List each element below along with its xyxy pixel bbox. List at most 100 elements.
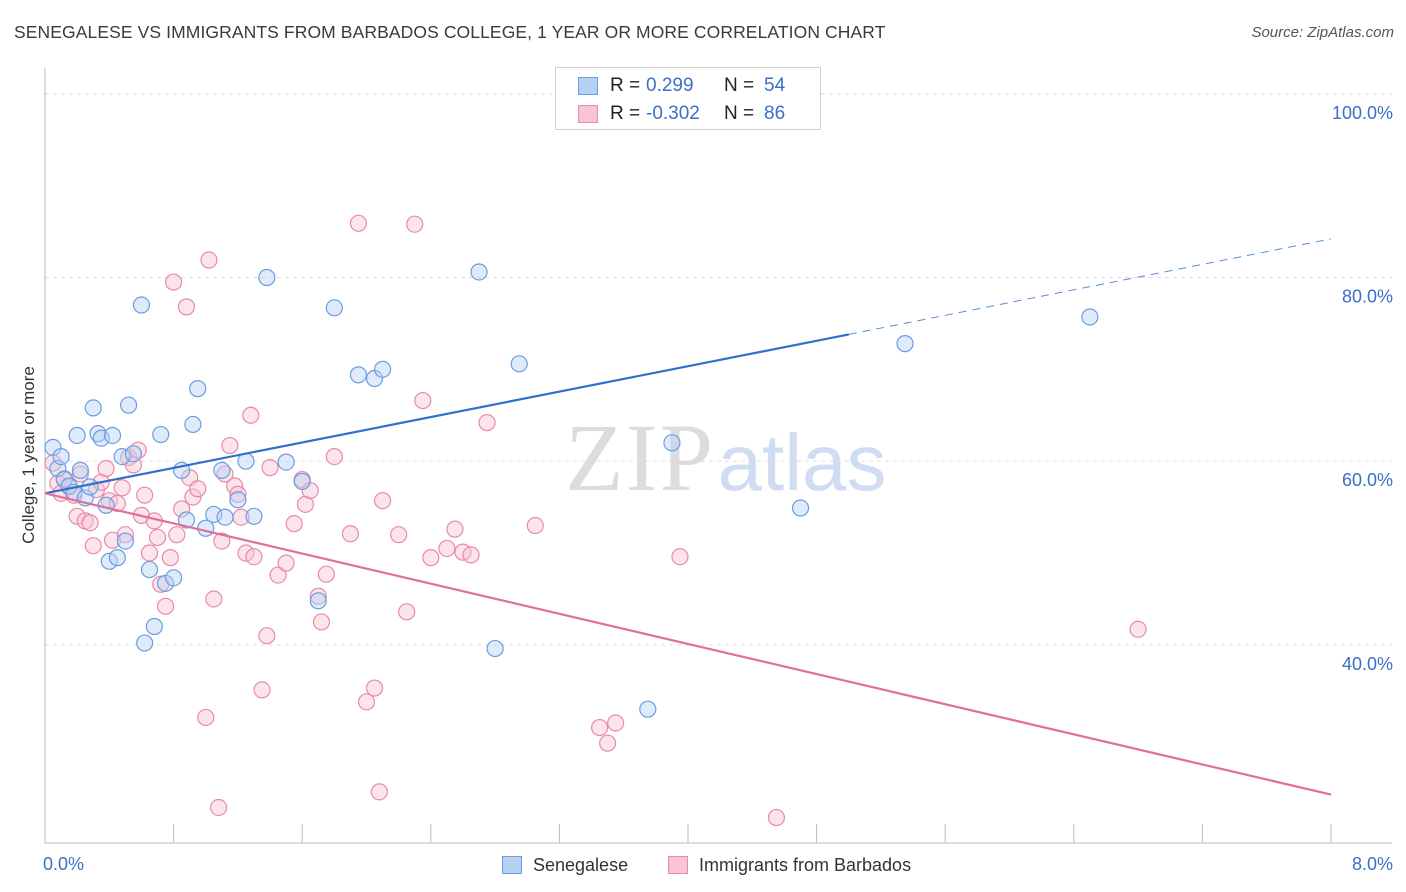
watermark-zip: ZIP: [565, 404, 715, 511]
point-senegalese: [92, 429, 110, 447]
point-senegalese: [216, 508, 234, 526]
legend-n-value: 54: [764, 75, 786, 96]
bottom-legend-senegalese: Senegalese: [502, 853, 628, 877]
point-barbados: [671, 548, 689, 566]
point-barbados: [607, 714, 625, 732]
point-barbados: [140, 544, 159, 562]
legend-row-senegalese: R = 0.299 N = 54: [578, 73, 785, 99]
point-senegalese: [258, 268, 276, 287]
point-senegalese: [791, 499, 810, 517]
point-senegalese: [119, 396, 138, 414]
point-barbados: [390, 526, 408, 544]
point-barbados: [590, 718, 609, 737]
trend-extension-senegalese: [848, 238, 1332, 335]
point-barbados: [767, 808, 786, 827]
legend-swatch-senegalese: [578, 77, 598, 95]
point-barbados: [309, 587, 327, 605]
point-barbados: [269, 566, 287, 584]
point-barbados: [365, 679, 384, 697]
point-barbados: [414, 391, 432, 410]
point-barbados: [438, 539, 456, 558]
point-barbados: [245, 548, 263, 566]
stats-legend: R = 0.299 N = 54 R = -0.302 N = 86: [555, 67, 821, 130]
point-senegalese: [71, 461, 89, 479]
point-senegalese: [373, 360, 392, 378]
point-senegalese: [52, 447, 70, 466]
data-points: [44, 86, 1147, 827]
legend-n-label: N =: [724, 75, 755, 96]
y-axis-label: College, 1 year or more: [19, 366, 38, 544]
axes: [44, 68, 1392, 844]
point-barbados: [97, 459, 115, 478]
point-senegalese: [293, 472, 311, 490]
point-barbados: [205, 590, 223, 608]
chart-title: SENEGALESE VS IMMIGRANTS FROM BARBADOS C…: [14, 22, 886, 42]
point-barbados: [148, 528, 167, 547]
point-barbados: [189, 480, 207, 498]
point-senegalese: [177, 511, 196, 529]
point-barbados: [258, 627, 276, 645]
point-barbados: [261, 459, 279, 477]
point-barbados: [312, 613, 331, 631]
legend-n-label: N =: [724, 103, 755, 124]
point-senegalese: [325, 299, 343, 317]
x-tick-label: 0.0%: [43, 854, 84, 874]
y-tick-label: 80.0%: [1342, 286, 1393, 306]
gridlines: [45, 93, 1392, 646]
point-senegalese: [309, 592, 327, 610]
legend-n-value: 86: [764, 103, 786, 124]
point-senegalese: [84, 399, 102, 417]
watermark: ZIP atlas: [565, 404, 886, 511]
point-barbados: [81, 514, 99, 532]
point-barbados: [113, 479, 131, 497]
legend-r-value: 0.299: [646, 75, 694, 96]
point-barbados: [526, 516, 544, 535]
trend-line-barbados: [44, 492, 1332, 796]
legend-row-barbados: R = -0.302 N = 86: [578, 101, 785, 127]
point-barbados: [370, 783, 388, 801]
point-barbados: [446, 520, 464, 538]
legend-r-label: R =: [610, 75, 641, 96]
point-barbados: [242, 406, 260, 424]
point-senegalese: [103, 426, 122, 445]
point-barbados: [422, 549, 440, 567]
y-tick-label: 100.0%: [1332, 103, 1393, 123]
point-senegalese: [486, 639, 504, 658]
point-senegalese: [639, 700, 657, 718]
point-barbados: [184, 488, 202, 506]
x-tick-label: 8.0%: [1352, 854, 1393, 874]
bottom-legend-label-senegalese: Senegalese: [533, 854, 629, 875]
legend-swatch-barbados: [578, 105, 598, 123]
point-senegalese: [896, 335, 914, 353]
point-barbados: [462, 546, 480, 564]
legend-r-value: -0.302: [646, 103, 700, 124]
point-barbados: [200, 251, 218, 269]
y-tick-label: 40.0%: [1342, 654, 1393, 674]
point-senegalese: [113, 447, 131, 466]
point-barbados: [325, 447, 343, 466]
point-barbados: [357, 693, 376, 711]
point-barbados: [197, 708, 215, 727]
legend-r-label: R =: [610, 103, 641, 124]
trend-lines: [44, 238, 1332, 796]
point-barbados: [213, 532, 231, 550]
point-barbados: [406, 215, 424, 233]
point-senegalese: [1081, 308, 1099, 326]
point-barbados: [229, 485, 247, 503]
point-barbados: [285, 515, 303, 533]
point-senegalese: [145, 617, 163, 636]
chart-source: Source: ZipAtlas.com: [1251, 24, 1394, 41]
point-senegalese: [68, 426, 86, 445]
point-senegalese: [510, 355, 528, 373]
point-barbados: [161, 549, 179, 567]
point-barbados: [277, 554, 295, 572]
point-barbados: [156, 597, 175, 615]
point-senegalese: [152, 425, 170, 444]
point-senegalese: [189, 380, 207, 398]
bottom-legend-barbados: Immigrants from Barbados: [668, 853, 911, 877]
point-barbados: [599, 734, 617, 752]
point-senegalese: [205, 505, 223, 524]
point-senegalese: [124, 445, 143, 463]
bottom-legend-swatch-barbados: [668, 856, 688, 874]
